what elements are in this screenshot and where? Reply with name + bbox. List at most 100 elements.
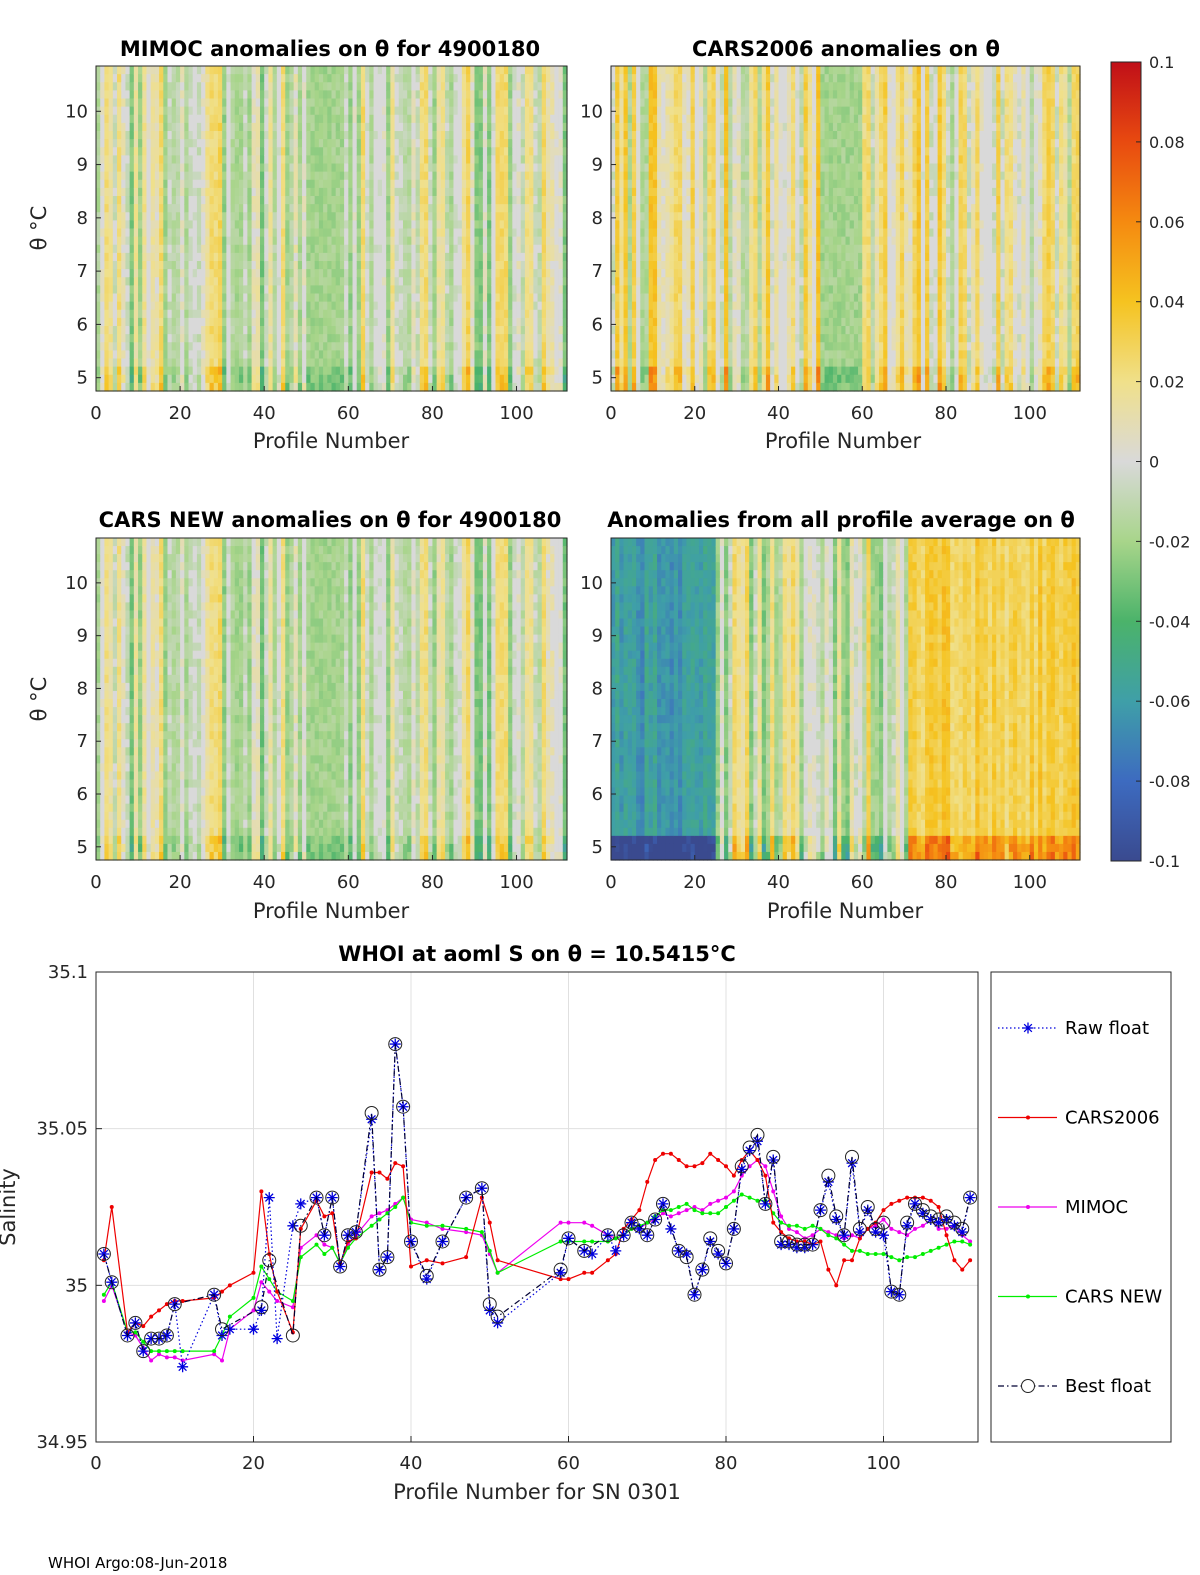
heatmap-cell — [247, 155, 252, 164]
heatmap-cell — [239, 90, 244, 99]
heatmap-cell — [180, 212, 185, 221]
heatmap-cell — [353, 90, 358, 99]
heatmap-cell — [264, 253, 269, 262]
heatmap-cell — [180, 74, 185, 83]
heatmap-cell — [336, 383, 341, 392]
heatmap-cell — [113, 204, 118, 213]
heatmap-cell — [344, 310, 349, 319]
heatmap-cell — [289, 359, 294, 368]
heatmap-cell — [374, 375, 379, 384]
heatmap-cell — [273, 269, 278, 278]
heatmap-cell — [146, 318, 151, 327]
heatmap-cell — [424, 375, 429, 384]
heatmap-cell — [113, 131, 118, 140]
heatmap-cell — [121, 107, 126, 116]
heatmap-cell — [176, 196, 181, 205]
heatmap-cell — [407, 107, 412, 116]
heatmap-cell — [125, 269, 130, 278]
heatmap-cell — [353, 269, 358, 278]
heatmap-cell — [214, 310, 219, 319]
heatmap-cell — [167, 229, 172, 238]
heatmap-cell — [125, 180, 130, 189]
heatmap-cell — [205, 212, 210, 221]
heatmap-cell — [226, 261, 231, 270]
heatmap-cell — [226, 74, 231, 83]
heatmap-cell — [369, 245, 374, 254]
heatmap-cell — [353, 367, 358, 376]
heatmap-cell — [104, 196, 109, 205]
heatmap-cell — [176, 310, 181, 319]
heatmap-cell — [386, 107, 391, 116]
heatmap-cell — [117, 115, 122, 124]
heatmap-cell — [256, 82, 261, 91]
heatmap-cell — [155, 334, 160, 343]
heatmap-cell — [109, 164, 114, 173]
heatmap-cell — [294, 107, 299, 116]
heatmap-cell — [100, 326, 105, 335]
heatmap-cell — [281, 269, 286, 278]
heatmap-cell — [310, 359, 315, 368]
heatmap-cell — [235, 285, 240, 294]
heatmap-cell — [403, 375, 408, 384]
heatmap-cell — [155, 375, 160, 384]
heatmap-cell — [256, 188, 261, 197]
heatmap-cell — [353, 277, 358, 286]
heatmap-cell — [138, 302, 143, 311]
heatmap-cell — [117, 326, 122, 335]
heatmap-cell — [365, 131, 370, 140]
heatmap-cell — [243, 74, 248, 83]
heatmap-cell — [399, 172, 404, 181]
heatmap-cell — [167, 269, 172, 278]
heatmap-cell — [382, 285, 387, 294]
heatmap-cell — [243, 310, 248, 319]
heatmap-cell — [151, 375, 156, 384]
heatmap-cell — [172, 294, 177, 303]
heatmap-cell — [323, 107, 328, 116]
heatmap-cell — [125, 107, 130, 116]
heatmap-cell — [428, 294, 433, 303]
heatmap-cell — [193, 245, 198, 254]
heatmap-cell — [142, 277, 147, 286]
heatmap-cell — [420, 359, 425, 368]
heatmap-cell — [348, 326, 353, 335]
heatmap-cell — [243, 139, 248, 148]
heatmap-cell — [386, 261, 391, 270]
heatmap-cell — [432, 131, 437, 140]
heatmap-cell — [353, 310, 358, 319]
heatmap-cell — [361, 172, 366, 181]
heatmap-cell — [357, 212, 362, 221]
heatmap-cell — [407, 253, 412, 262]
heatmap-cell — [205, 172, 210, 181]
heatmap-cell — [100, 310, 105, 319]
heatmap-cell — [231, 229, 236, 238]
heatmap-cell — [390, 261, 395, 270]
heatmap-cell — [205, 326, 210, 335]
heatmap-cell — [340, 164, 345, 173]
heatmap-cell — [184, 269, 189, 278]
heatmap-cell — [369, 375, 374, 384]
heatmap-cell — [432, 253, 437, 262]
heatmap-cell — [264, 367, 269, 376]
heatmap-cell — [176, 172, 181, 181]
heatmap-cell — [117, 285, 122, 294]
heatmap-cell — [395, 318, 400, 327]
heatmap-cell — [395, 334, 400, 343]
heatmap-cell — [243, 342, 248, 351]
heatmap-cell — [109, 196, 114, 205]
heatmap-cell — [348, 367, 353, 376]
heatmap-cell — [96, 245, 101, 254]
heatmap-cell — [357, 383, 362, 392]
heatmap-cell — [155, 383, 160, 392]
heatmap-cell — [344, 277, 349, 286]
heatmap-cell — [256, 334, 261, 343]
heatmap-cell — [411, 74, 416, 83]
heatmap-cell — [336, 66, 341, 75]
heatmap-cell — [142, 237, 147, 246]
heatmap-cell — [332, 229, 337, 238]
heatmap-cell — [428, 253, 433, 262]
heatmap-cell — [369, 74, 374, 83]
heatmap-cell — [184, 66, 189, 75]
heatmap-cell — [289, 326, 294, 335]
heatmap-cell — [424, 367, 429, 376]
heatmap-cell — [369, 139, 374, 148]
